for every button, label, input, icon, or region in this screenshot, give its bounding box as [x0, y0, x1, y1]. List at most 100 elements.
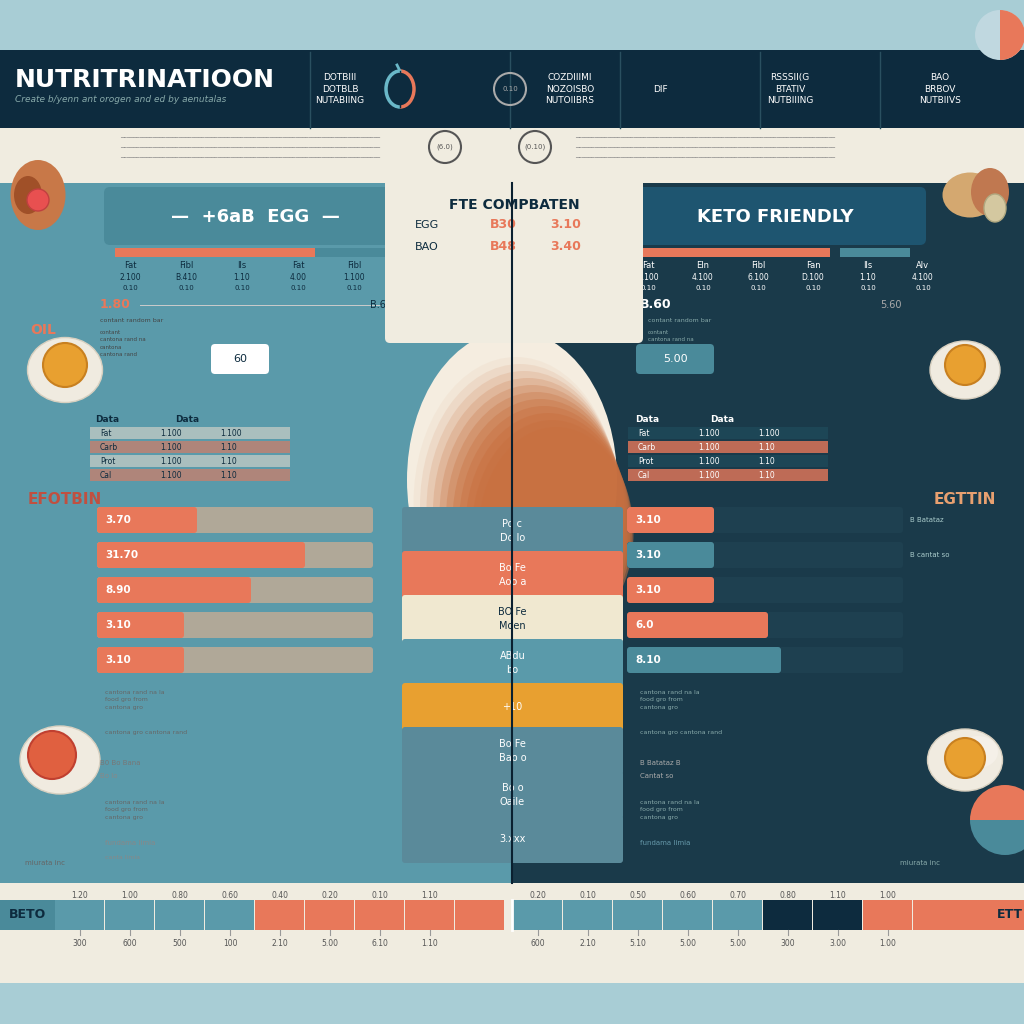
Text: 60: 60 — [233, 354, 247, 364]
Ellipse shape — [928, 729, 1002, 791]
Text: NUTRITRINATIOON: NUTRITRINATIOON — [15, 68, 275, 92]
FancyBboxPatch shape — [90, 455, 290, 467]
Ellipse shape — [433, 378, 623, 646]
Text: 1.100: 1.100 — [160, 442, 181, 452]
Ellipse shape — [478, 427, 634, 639]
Text: 1.10: 1.10 — [758, 442, 775, 452]
Text: 3.xxx: 3.xxx — [500, 834, 525, 844]
FancyBboxPatch shape — [636, 344, 714, 374]
Text: 1.10: 1.10 — [220, 457, 237, 466]
Text: 4.100: 4.100 — [912, 272, 934, 282]
FancyBboxPatch shape — [97, 507, 197, 534]
Text: Eln: Eln — [696, 260, 710, 269]
Ellipse shape — [466, 413, 631, 641]
Text: Ils: Ils — [863, 260, 872, 269]
Text: Alv: Alv — [916, 260, 930, 269]
Bar — [315, 248, 390, 256]
FancyBboxPatch shape — [512, 183, 1024, 883]
Text: B Batataz: B Batataz — [910, 517, 944, 523]
Text: 0.10: 0.10 — [860, 285, 876, 291]
Ellipse shape — [427, 371, 622, 647]
Text: 0.10: 0.10 — [346, 285, 361, 291]
Text: 5.00: 5.00 — [680, 939, 696, 947]
FancyBboxPatch shape — [813, 900, 862, 930]
Wedge shape — [970, 785, 1024, 820]
Text: 0.80: 0.80 — [172, 891, 188, 899]
Text: Fibl: Fibl — [347, 260, 361, 269]
Text: 2.100: 2.100 — [119, 272, 141, 282]
Text: 500: 500 — [173, 939, 187, 947]
Text: —  +6aB  EGG  —: — +6aB EGG — — [171, 208, 339, 226]
Text: fundama limia: fundama limia — [105, 840, 156, 846]
Text: 31.70: 31.70 — [105, 550, 138, 560]
FancyBboxPatch shape — [627, 647, 903, 673]
FancyBboxPatch shape — [627, 647, 781, 673]
FancyBboxPatch shape — [255, 900, 304, 930]
Text: 1.00: 1.00 — [122, 891, 138, 899]
Text: 1.100: 1.100 — [758, 428, 779, 437]
Text: 3.10: 3.10 — [635, 550, 660, 560]
Text: 600: 600 — [530, 939, 546, 947]
FancyBboxPatch shape — [97, 577, 373, 603]
Text: 5.00: 5.00 — [729, 939, 746, 947]
Ellipse shape — [414, 357, 618, 649]
Text: 3.00: 3.00 — [829, 939, 847, 947]
Text: 1.10: 1.10 — [233, 272, 251, 282]
Text: 3.10: 3.10 — [550, 218, 581, 231]
Ellipse shape — [459, 406, 629, 642]
Text: Fibl: Fibl — [751, 260, 765, 269]
FancyBboxPatch shape — [628, 469, 828, 481]
Text: 1.100: 1.100 — [343, 272, 365, 282]
Ellipse shape — [407, 330, 617, 630]
Text: ────────────────────────────────────────────────────────────────────────────────: ────────────────────────────────────────… — [120, 135, 380, 140]
Text: 0.20: 0.20 — [322, 891, 339, 899]
Bar — [115, 248, 315, 256]
Text: Create b/yenn ant orogen and ed by aenutalas: Create b/yenn ant orogen and ed by aenut… — [15, 95, 226, 104]
Bar — [840, 248, 910, 256]
Text: EGG: EGG — [415, 220, 439, 230]
Text: Fibl: Fibl — [179, 260, 194, 269]
Text: DIF: DIF — [652, 85, 668, 93]
FancyBboxPatch shape — [402, 551, 623, 599]
Text: 3.10: 3.10 — [635, 515, 660, 525]
Text: 3.40: 3.40 — [550, 241, 581, 254]
Text: B.410: B.410 — [175, 272, 197, 282]
FancyBboxPatch shape — [627, 542, 903, 568]
Text: ────────────────────────────────────────────────────────────────────────────────: ────────────────────────────────────────… — [575, 145, 835, 151]
Text: 1.100: 1.100 — [160, 428, 181, 437]
Text: 1.100: 1.100 — [160, 470, 181, 479]
Text: Bo Fe
Bao o: Bo Fe Bao o — [499, 739, 526, 763]
FancyBboxPatch shape — [97, 577, 251, 603]
Text: 6.10: 6.10 — [372, 939, 388, 947]
Wedge shape — [970, 820, 1024, 855]
FancyBboxPatch shape — [513, 900, 562, 930]
Ellipse shape — [958, 736, 998, 768]
Text: 4.00: 4.00 — [290, 272, 306, 282]
Text: ETT: ETT — [997, 908, 1023, 922]
Text: 3.10: 3.10 — [105, 620, 131, 630]
FancyBboxPatch shape — [563, 900, 612, 930]
Text: 3.70: 3.70 — [105, 515, 131, 525]
Text: Cal: Cal — [638, 470, 650, 479]
FancyBboxPatch shape — [628, 455, 828, 467]
Ellipse shape — [28, 338, 102, 402]
FancyBboxPatch shape — [628, 427, 828, 439]
Ellipse shape — [472, 420, 632, 640]
FancyBboxPatch shape — [402, 815, 623, 863]
FancyBboxPatch shape — [402, 639, 623, 687]
FancyBboxPatch shape — [97, 542, 373, 568]
FancyBboxPatch shape — [627, 507, 714, 534]
FancyBboxPatch shape — [713, 900, 762, 930]
Circle shape — [975, 10, 1024, 60]
Text: 8.10: 8.10 — [635, 655, 660, 665]
Text: BAO: BAO — [415, 242, 438, 252]
FancyBboxPatch shape — [55, 900, 104, 930]
Text: ────────────────────────────────────────────────────────────────────────────────: ────────────────────────────────────────… — [575, 135, 835, 140]
Text: (0.10): (0.10) — [524, 143, 546, 151]
Text: Bo Fe
Aoo a: Bo Fe Aoo a — [499, 563, 526, 587]
Text: 1.10: 1.10 — [758, 470, 775, 479]
FancyBboxPatch shape — [663, 900, 712, 930]
FancyBboxPatch shape — [0, 0, 1024, 50]
Text: ────────────────────────────────────────────────────────────────────────────────: ────────────────────────────────────────… — [120, 156, 380, 161]
Text: Fat: Fat — [292, 260, 304, 269]
